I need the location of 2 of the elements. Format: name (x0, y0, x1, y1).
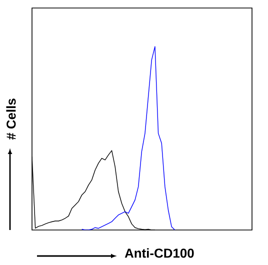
y-axis-title: # Cells (6, 98, 16, 140)
x-axis-title: Anti-CD100 (124, 248, 194, 258)
